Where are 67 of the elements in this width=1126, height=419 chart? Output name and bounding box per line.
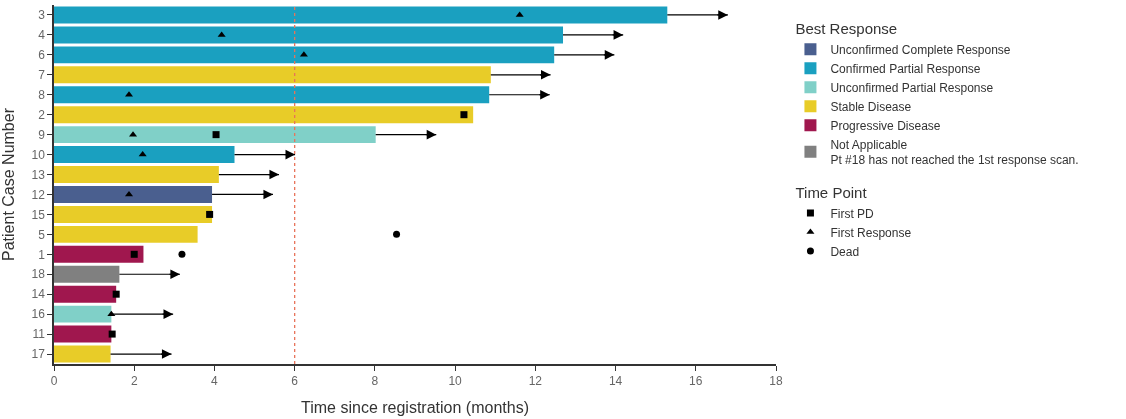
point [393,230,401,238]
bar [54,265,120,283]
point [206,210,214,218]
bar [54,285,117,303]
y-tick-label: 14 [31,287,46,302]
point [212,131,220,139]
x-tick-label: 6 [291,374,299,389]
y-tick-label: 4 [38,28,46,43]
x-axis-title: Time since registration (months) [301,399,529,417]
y-tick-label: 3 [38,8,46,23]
y-tick-label: 12 [31,187,46,202]
bar [54,26,564,44]
y-tick-label: 18 [31,267,46,282]
bar [54,46,555,64]
bar [54,305,112,323]
x-tick-label: 2 [130,374,138,389]
bar [54,205,213,223]
x-tick-label: 12 [528,374,543,389]
x-tick-label: 18 [769,374,783,389]
legend-label: Confirmed Partial Response [830,61,981,76]
point [112,290,120,298]
bar [54,126,376,144]
bar [54,106,474,124]
point [178,250,186,258]
x-tick-label: 0 [50,374,58,389]
x-tick-label: 10 [448,374,463,389]
bar [54,345,111,363]
text: Time Point [795,183,868,201]
y-tick-label: 5 [38,227,46,242]
legend-label: Stable Disease [830,99,912,114]
bar [54,245,144,263]
x-tick-label: 4 [211,374,219,389]
y-tick-label: 15 [31,207,46,222]
bar [54,325,112,343]
legend-label: Progressive Disease [830,118,941,133]
bar [54,225,198,243]
y-tick-label: 17 [31,347,46,362]
y-tick-label: 1 [38,247,46,262]
legend-label: Not Applicable Pt #18 has not reached the 1st response scan. [830,137,1079,168]
legend-label: Dead [830,244,860,259]
x-tick-label: 14 [608,374,623,389]
y-tick-label: 13 [31,167,46,182]
y-axis-title: Patient Case Number [0,107,17,261]
legend-label: Unconfirmed Partial Response [830,80,994,95]
x-tick-label: 16 [689,374,703,389]
y-tick-label: 8 [38,87,46,102]
legend-title: Best Response [795,20,898,38]
legend-label: Unconfirmed Complete Response [830,42,1011,57]
bar [54,146,235,164]
bar [54,66,491,84]
y-tick-label: 6 [38,48,46,63]
point [108,330,116,338]
x-tick-label: 8 [371,374,379,389]
bar [54,6,668,24]
point [460,111,468,119]
y-tick-label: 2 [38,107,46,122]
bar [54,86,490,104]
y-tick-label: 9 [38,127,46,142]
y-tick-label: 16 [31,307,46,322]
y-tick-label: 11 [32,327,46,342]
point [130,250,138,258]
bar [54,186,213,203]
bar [54,166,219,183]
legend-label: First Response [830,225,912,240]
y-tick-label: 7 [38,68,46,83]
y-tick-label: 10 [31,147,46,162]
legend-label: First PD [830,206,875,221]
